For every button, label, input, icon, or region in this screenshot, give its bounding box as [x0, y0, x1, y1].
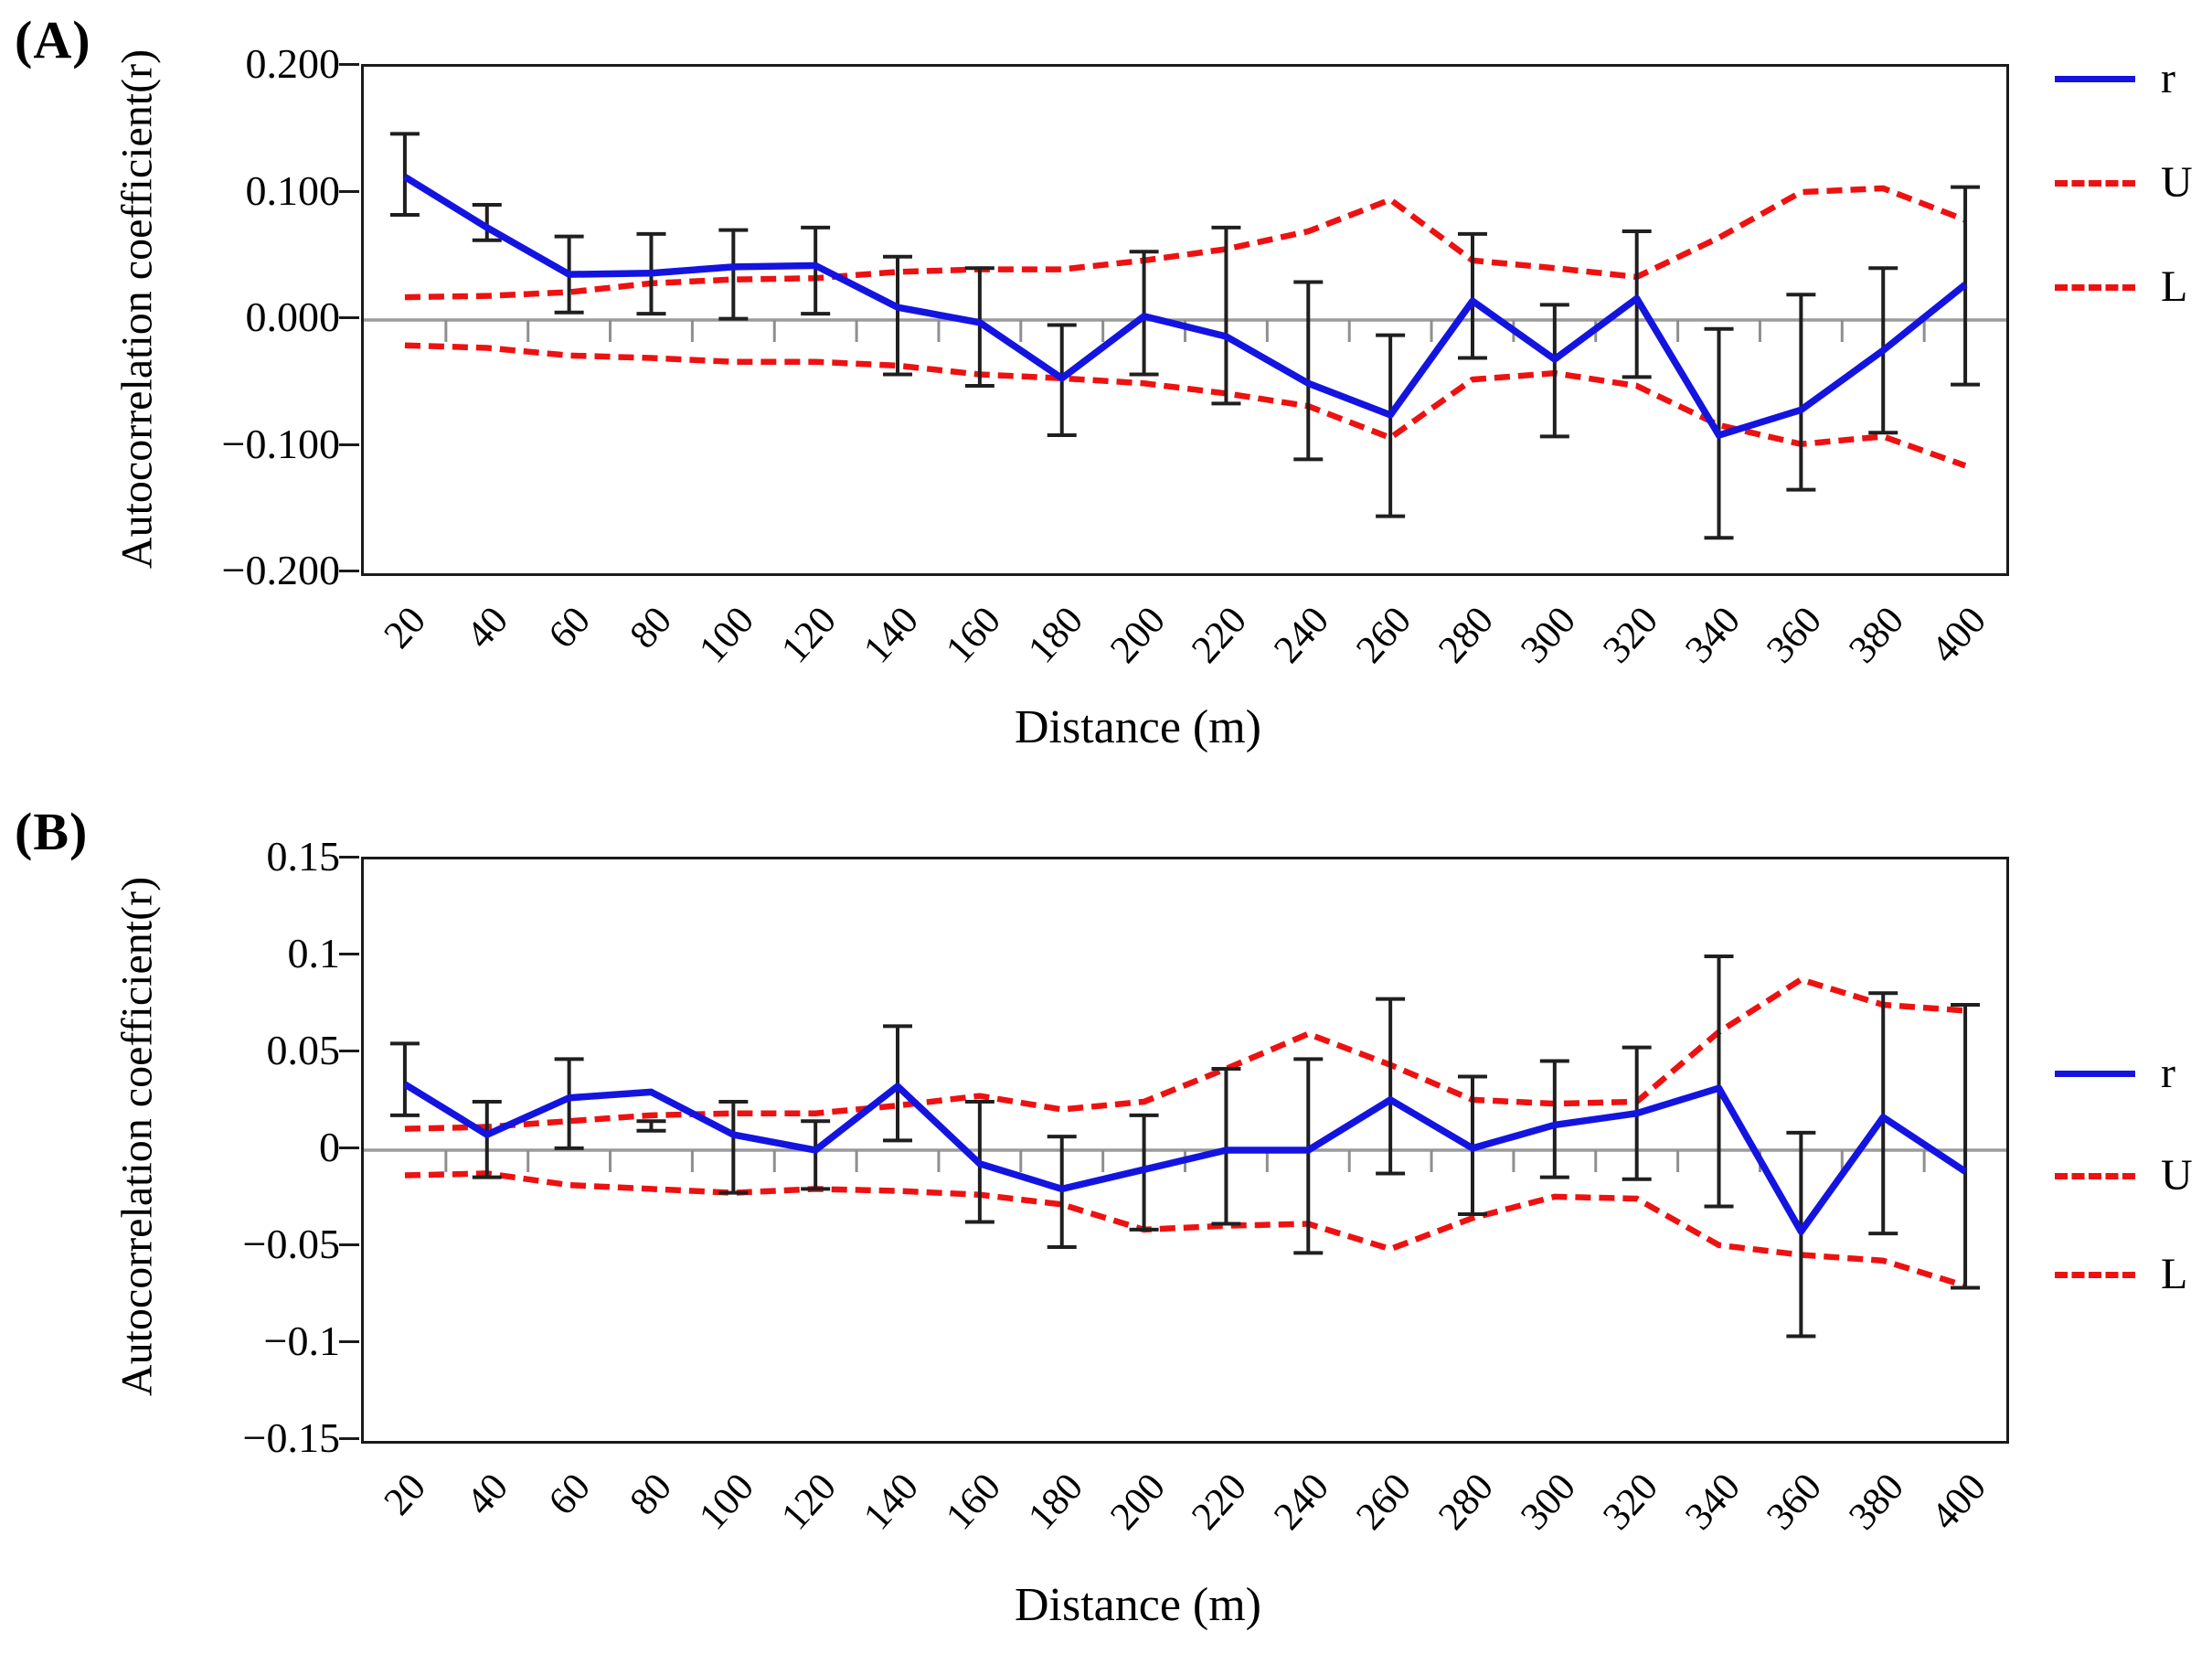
legend-label: r: [2161, 54, 2175, 102]
y-tick-label: −0.200: [221, 547, 340, 593]
legend-swatch-L: [2055, 283, 2135, 291]
y-tick-label: 0.1: [287, 930, 341, 976]
y-tick-label: 0.000: [245, 293, 341, 340]
y-tick-mark: [339, 316, 359, 319]
legend-item-r: r: [2055, 1048, 2175, 1099]
y-tick-mark: [339, 570, 359, 572]
legend-swatch-L: [2055, 1271, 2135, 1278]
legend-swatch-U: [2055, 179, 2135, 187]
panel-a-label: (A): [15, 10, 91, 69]
legend-item-L: L: [2055, 261, 2187, 313]
series-r-line: [402, 1081, 1968, 1235]
y-tick-mark: [339, 1340, 359, 1343]
y-tick-mark: [339, 1147, 359, 1149]
series-r-line: [402, 174, 1968, 439]
legend-item-L: L: [2055, 1249, 2187, 1300]
y-tick-label: −0.100: [221, 420, 340, 467]
legend-item-U: U: [2055, 157, 2193, 208]
y-tick-mark: [339, 443, 359, 446]
y-tick-label: −0.05: [242, 1221, 340, 1267]
y-tick-mark: [339, 1437, 359, 1440]
series-U-line: [404, 185, 1967, 301]
y-tick-label: 0.05: [266, 1027, 341, 1073]
y-axis-title-a: Autocorrelation coefficient(r): [112, 48, 162, 570]
series-U-line: [404, 976, 1966, 1132]
legend-label: r: [2161, 1049, 2175, 1097]
y-tick-mark: [339, 1050, 359, 1052]
legend-label: U: [2161, 1151, 2193, 1200]
legend-swatch-r: [2055, 1070, 2135, 1077]
y-tick-mark: [339, 856, 359, 859]
legend-item-r: r: [2055, 53, 2175, 104]
series-L-line: [404, 342, 1967, 469]
chart-svg: [364, 132, 2006, 540]
panel-b-label: (B): [15, 802, 89, 861]
y-tick-label: 0.15: [266, 833, 341, 880]
legend-label: L: [2161, 1250, 2188, 1298]
y-tick-label: 0.100: [245, 166, 341, 214]
y-tick-label: 0.200: [245, 40, 341, 87]
y-tick-mark: [339, 63, 359, 66]
x-axis-title-b: Distance (m): [1014, 1579, 1261, 1631]
legend-label: U: [2161, 158, 2193, 207]
y-tick-label: −0.1: [263, 1317, 340, 1364]
y-tick-label: 0: [319, 1124, 340, 1170]
legend-swatch-U: [2055, 1172, 2135, 1179]
legend-swatch-r: [2055, 75, 2135, 82]
y-axis-title-b: Autocorrelation coefficient(r): [112, 876, 162, 1397]
series-L-line: [404, 1170, 1967, 1289]
plot-area-b: [361, 857, 2009, 1444]
x-axis-title-a: Distance (m): [1014, 701, 1261, 753]
chart-svg: [364, 955, 2006, 1339]
legend-label: L: [2161, 262, 2188, 311]
y-tick-mark: [339, 953, 359, 955]
y-tick-label: −0.15: [242, 1414, 340, 1461]
plot-area-a: [361, 64, 2009, 576]
y-tick-mark: [339, 189, 359, 193]
legend-item-U: U: [2055, 1150, 2193, 1201]
y-tick-mark: [339, 1243, 359, 1246]
